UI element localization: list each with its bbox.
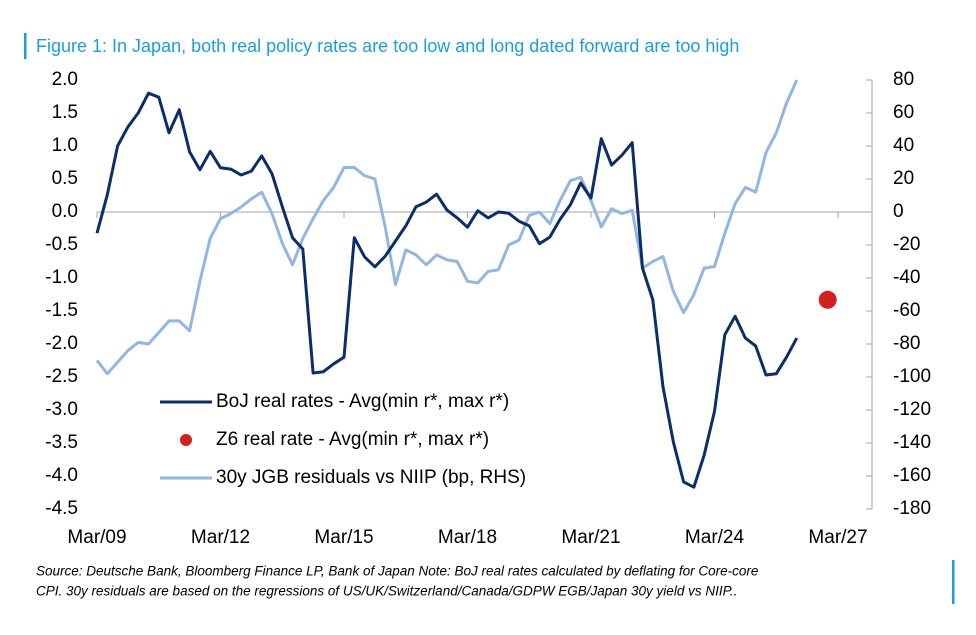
legend-swatch <box>180 434 192 446</box>
point <box>818 290 837 309</box>
y2-tick-label: 40 <box>893 135 914 156</box>
y-tick-label: -3.0 <box>45 399 78 420</box>
source-note: Source: Deutsche Bank, Bloomberg Finance… <box>36 564 758 579</box>
y2-tick-label: 0 <box>893 201 904 222</box>
x-tick-label: Mar/15 <box>314 527 373 548</box>
y2-tick-label: -180 <box>893 498 931 519</box>
y2-tick-label: 60 <box>893 102 914 123</box>
y-tick-label: -2.5 <box>45 366 78 387</box>
y-tick-label: 1.5 <box>52 102 78 123</box>
legend-label: Z6 real rate - Avg(min r*, max r*) <box>216 429 489 450</box>
y2-tick-label: -120 <box>893 399 931 420</box>
y-tick-label: 0.5 <box>52 168 78 189</box>
y-tick-label: 0.0 <box>52 201 78 222</box>
y2-tick-label: -100 <box>893 366 931 387</box>
y-tick-label: -0.5 <box>45 234 78 255</box>
y-tick-label: 2.0 <box>52 69 78 90</box>
x-tick-label: Mar/18 <box>438 527 497 548</box>
y2-tick-label: -160 <box>893 465 931 486</box>
x-tick-label: Mar/09 <box>67 527 126 548</box>
y2-tick-label: -140 <box>893 432 931 453</box>
series-line <box>95 79 799 376</box>
y-tick-label: -4.0 <box>45 465 78 486</box>
legend-label: BoJ real rates - Avg(min r*, max r*) <box>216 391 509 412</box>
y-tick-label: -1.5 <box>45 300 78 321</box>
x-tick-label: Mar/12 <box>191 527 250 548</box>
y2-tick-label: 80 <box>893 69 914 90</box>
x-tick-label: Mar/27 <box>808 527 867 548</box>
y-tick-label: -1.0 <box>45 267 78 288</box>
y-tick-label: 1.0 <box>52 135 78 156</box>
y-tick-label: -3.5 <box>45 432 78 453</box>
source-bar <box>952 560 955 604</box>
x-tick-label: Mar/24 <box>685 527 745 548</box>
chart-title: Figure 1: In Japan, both real policy rat… <box>36 36 739 56</box>
y-tick-label: -2.0 <box>45 333 78 354</box>
y-tick-label: -4.5 <box>45 498 78 519</box>
y2-tick-label: -20 <box>893 234 920 255</box>
y2-tick-label: -80 <box>893 333 920 354</box>
y2-tick-label: 20 <box>893 168 914 189</box>
series-line <box>95 91 799 489</box>
y2-tick-label: -40 <box>893 267 920 288</box>
source-note: CPI. 30y residuals are based on the regr… <box>36 584 737 599</box>
title-bar <box>24 33 27 59</box>
x-tick-label: Mar/21 <box>561 527 620 548</box>
legend-label: 30y JGB residuals vs NIIP (bp, RHS) <box>216 467 526 488</box>
y2-tick-label: -60 <box>893 300 920 321</box>
